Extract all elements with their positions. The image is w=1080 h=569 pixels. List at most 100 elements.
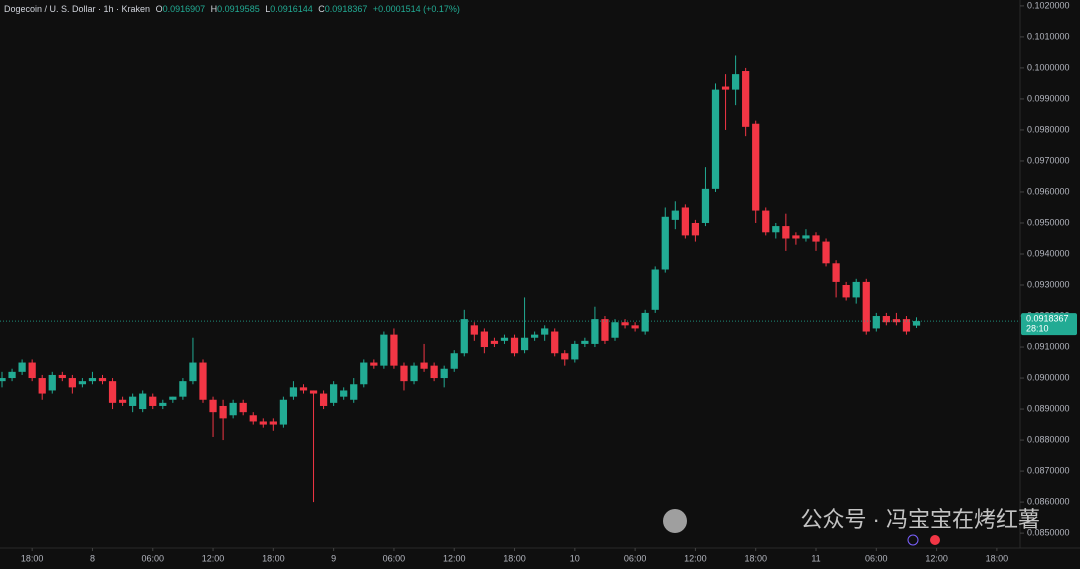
candle-body [902, 319, 911, 332]
candle-body [832, 263, 840, 282]
candle-body [541, 328, 549, 335]
legend-value: 0.0916144 [270, 4, 313, 14]
candle-body [872, 316, 880, 329]
candle-body [299, 387, 308, 391]
candle-body [108, 381, 117, 403]
candle-body [78, 381, 87, 385]
legend-label: C [318, 4, 325, 14]
y-tick-label: 0.0900000 [1027, 372, 1070, 382]
legend-value: 0.0919585 [217, 4, 260, 14]
candle-body [259, 421, 267, 425]
candle-body [370, 362, 378, 366]
candle-body [289, 387, 298, 397]
candle-body [159, 402, 167, 406]
candle-body [239, 402, 247, 413]
candle-body [711, 89, 720, 189]
symbol-title: Dogecoin / U. S. Dollar · 1h · Kraken [4, 4, 151, 14]
y-tick-label: 0.0850000 [1027, 527, 1070, 537]
candle-body [28, 362, 36, 379]
candle-body [390, 334, 398, 366]
x-tick-label: 11 [811, 553, 820, 563]
y-tick-label: 0.0910000 [1027, 341, 1070, 351]
candle-body [701, 188, 710, 223]
candle-body [0, 378, 6, 382]
x-tick-label: 18:00 [262, 553, 285, 563]
candle-body [420, 362, 428, 369]
candle-body [792, 235, 800, 239]
x-tick-label: 06:00 [383, 553, 406, 563]
candle-body [490, 340, 499, 344]
candle-body [731, 74, 740, 90]
candle-body [752, 123, 760, 211]
candle-body [450, 353, 458, 369]
candle-body [58, 374, 66, 379]
candle-body [500, 337, 509, 341]
candle-body [68, 378, 76, 388]
candle-body [330, 384, 338, 403]
candle-body [118, 399, 127, 403]
candle-body [852, 281, 860, 298]
price-tag-countdown: 28:10 [1026, 323, 1049, 333]
candle-body [742, 71, 750, 127]
candle-body [460, 319, 468, 354]
y-tick-label: 0.0890000 [1027, 403, 1070, 413]
candle-body [641, 312, 649, 332]
x-tick-label: 06:00 [865, 553, 888, 563]
candle-body [350, 384, 358, 400]
candle-body [309, 390, 318, 394]
candle-body [319, 393, 328, 406]
candle-body [591, 319, 599, 344]
candle-body [661, 216, 669, 270]
x-tick-label: 9 [331, 553, 336, 563]
y-tick-label: 0.0860000 [1027, 496, 1070, 506]
y-tick-label: 0.0880000 [1027, 434, 1070, 444]
candle-body [209, 399, 217, 413]
y-tick-label: 0.1010000 [1027, 31, 1070, 41]
candle-body [611, 322, 619, 338]
candle-body [822, 241, 830, 264]
candle-body [269, 421, 277, 425]
candle-body [249, 415, 257, 422]
y-tick-label: 0.0870000 [1027, 465, 1070, 475]
candle-body [862, 281, 870, 332]
candle-body [470, 325, 478, 335]
candle-body [510, 337, 519, 354]
change-label: +0.0001514 (+0.17%) [372, 4, 460, 14]
candle-body [410, 365, 418, 382]
x-tick-label: 06:00 [624, 553, 647, 563]
candle-body [912, 321, 921, 326]
candle-body [621, 322, 629, 326]
y-tick-label: 0.0990000 [1027, 93, 1070, 103]
candle-body [671, 210, 679, 220]
candle-body [561, 353, 569, 360]
candle-body [812, 235, 820, 242]
candle-body [229, 402, 237, 416]
x-tick-label: 06:00 [141, 553, 164, 563]
watermark: 公众号 · 冯宝宝在烤红薯 [800, 507, 1040, 532]
y-tick-label: 0.0970000 [1027, 155, 1070, 165]
candle-body [721, 86, 730, 90]
candle-body [219, 405, 227, 419]
candle-body [681, 207, 689, 236]
x-tick-label: 12:00 [925, 553, 948, 563]
legend-label: H [210, 4, 218, 14]
y-tick-label: 0.0940000 [1027, 248, 1070, 258]
header: Dogecoin / U. S. Dollar · 1h · Kraken O0… [4, 4, 463, 14]
y-tick-label: 0.0950000 [1027, 217, 1070, 227]
x-tick-label: 18:00 [21, 553, 44, 563]
x-tick-label: 12:00 [443, 553, 466, 563]
x-tick-label: 10 [570, 553, 580, 563]
candle-body [8, 371, 16, 379]
candle-body [802, 235, 810, 239]
x-tick-label: 18:00 [986, 553, 1009, 563]
candle-body [88, 378, 97, 382]
x-tick-label: 8 [90, 553, 95, 563]
price-tag-value: 0.0918367 [1026, 313, 1069, 323]
candle-body [892, 319, 901, 323]
candle-body [380, 334, 388, 366]
legend-value: 0.0918367 [324, 4, 368, 14]
candle-body [571, 343, 579, 360]
y-tick-label: 0.0960000 [1027, 186, 1070, 196]
